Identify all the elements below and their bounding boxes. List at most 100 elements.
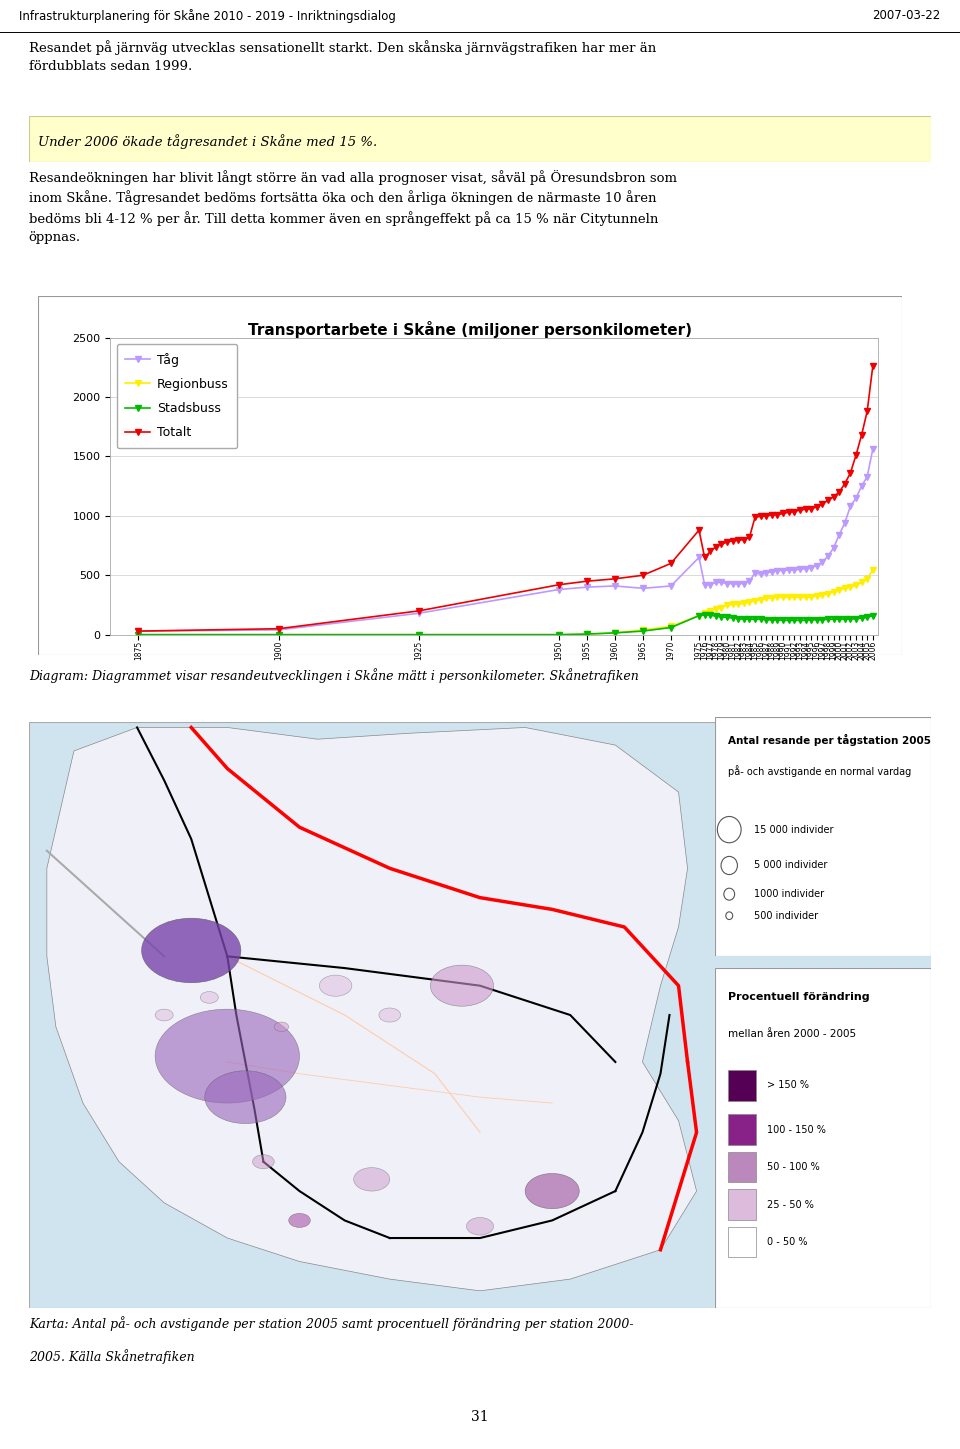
Tåg — [750, 564, 761, 581]
Tåg — [610, 577, 621, 594]
Tåg — [851, 490, 862, 507]
Totalt — [766, 506, 778, 523]
Tåg — [805, 559, 817, 577]
Text: 1000 individer: 1000 individer — [755, 890, 825, 900]
Text: 2007-03-22: 2007-03-22 — [873, 10, 941, 22]
Tåg — [705, 577, 716, 594]
Text: 50 - 100 %: 50 - 100 % — [767, 1162, 820, 1172]
Regionbuss — [766, 590, 778, 607]
Circle shape — [724, 888, 734, 900]
FancyBboxPatch shape — [29, 116, 931, 162]
Tåg — [833, 526, 845, 543]
Regionbuss — [778, 588, 789, 606]
Totalt — [727, 532, 738, 549]
Stadsbuss — [553, 626, 564, 643]
Circle shape — [717, 816, 741, 843]
Stadsbuss — [738, 610, 750, 627]
Totalt — [778, 504, 789, 522]
Stadsbuss — [794, 611, 805, 629]
Stadsbuss — [839, 610, 851, 627]
Regionbuss — [699, 604, 710, 622]
Regionbuss — [788, 588, 800, 606]
Text: Procentuell förändring: Procentuell förändring — [729, 991, 870, 1001]
Totalt — [693, 522, 705, 539]
Regionbuss — [794, 588, 805, 606]
Totalt — [817, 496, 828, 513]
Stadsbuss — [710, 607, 722, 625]
Tåg — [760, 564, 772, 581]
Text: på- och avstigande en normal vardag: på- och avstigande en normal vardag — [729, 765, 911, 777]
Regionbuss — [553, 626, 564, 643]
Circle shape — [353, 1168, 390, 1191]
Totalt — [811, 498, 823, 516]
Stadsbuss — [788, 611, 800, 629]
Text: Diagram: Diagrammet visar resandeutvecklingen i Skåne mätt i personkilometer. Sk: Diagram: Diagrammet visar resandeutveckl… — [29, 668, 638, 682]
FancyBboxPatch shape — [729, 1114, 756, 1145]
FancyBboxPatch shape — [38, 296, 902, 655]
Totalt — [772, 506, 783, 523]
Stadsbuss — [581, 626, 592, 643]
Circle shape — [201, 991, 218, 1003]
Tåg — [699, 577, 710, 594]
Totalt — [699, 549, 710, 567]
Totalt — [721, 533, 732, 551]
Stadsbuss — [800, 611, 811, 629]
Totalt — [783, 504, 795, 522]
Text: 2005. Källa Skånetrafiken: 2005. Källa Skånetrafiken — [29, 1349, 195, 1364]
Stadsbuss — [805, 611, 817, 629]
Totalt — [800, 500, 811, 517]
Tåg — [794, 561, 805, 578]
Polygon shape — [47, 727, 697, 1291]
Regionbuss — [581, 626, 592, 643]
Regionbuss — [721, 596, 732, 613]
Stadsbuss — [637, 623, 649, 640]
Regionbuss — [828, 582, 839, 600]
Regionbuss — [867, 561, 878, 578]
Regionbuss — [744, 593, 756, 610]
Circle shape — [156, 1009, 173, 1022]
Regionbuss — [839, 580, 851, 597]
FancyBboxPatch shape — [729, 1069, 756, 1101]
Totalt — [710, 538, 722, 555]
Totalt — [822, 491, 833, 509]
Regionbuss — [755, 591, 766, 609]
Regionbuss — [817, 587, 828, 604]
Stadsbuss — [665, 619, 677, 636]
Text: 100 - 150 %: 100 - 150 % — [767, 1124, 826, 1135]
Line: Tåg: Tåg — [135, 446, 876, 633]
Regionbuss — [710, 600, 722, 617]
Regionbuss — [610, 625, 621, 642]
Text: 500 individer: 500 individer — [755, 910, 818, 920]
Tåg — [766, 564, 778, 581]
Regionbuss — [132, 626, 144, 643]
Totalt — [581, 572, 592, 590]
Regionbuss — [861, 569, 873, 587]
Text: 15 000 individer: 15 000 individer — [755, 824, 833, 835]
Stadsbuss — [750, 610, 761, 627]
Stadsbuss — [851, 610, 862, 627]
Stadsbuss — [760, 611, 772, 629]
Stadsbuss — [855, 610, 867, 627]
Totalt — [867, 358, 878, 375]
Tåg — [845, 497, 856, 514]
Stadsbuss — [727, 610, 738, 627]
Stadsbuss — [705, 606, 716, 623]
Stadsbuss — [817, 611, 828, 629]
Text: Infrastrukturplanering för Skåne 2010 - 2019 - Inriktningsdialog: Infrastrukturplanering för Skåne 2010 - … — [19, 9, 396, 23]
Tåg — [738, 575, 750, 593]
Totalt — [273, 620, 284, 638]
Totalt — [553, 577, 564, 594]
Regionbuss — [665, 617, 677, 635]
Stadsbuss — [811, 611, 823, 629]
Stadsbuss — [610, 625, 621, 642]
Tåg — [778, 562, 789, 580]
Regionbuss — [811, 587, 823, 604]
Tåg — [721, 575, 732, 593]
FancyBboxPatch shape — [29, 722, 931, 1308]
Tåg — [783, 561, 795, 578]
Regionbuss — [783, 588, 795, 606]
Regionbuss — [413, 626, 424, 643]
Stadsbuss — [273, 626, 284, 643]
Circle shape — [467, 1217, 493, 1235]
Totalt — [744, 529, 756, 546]
